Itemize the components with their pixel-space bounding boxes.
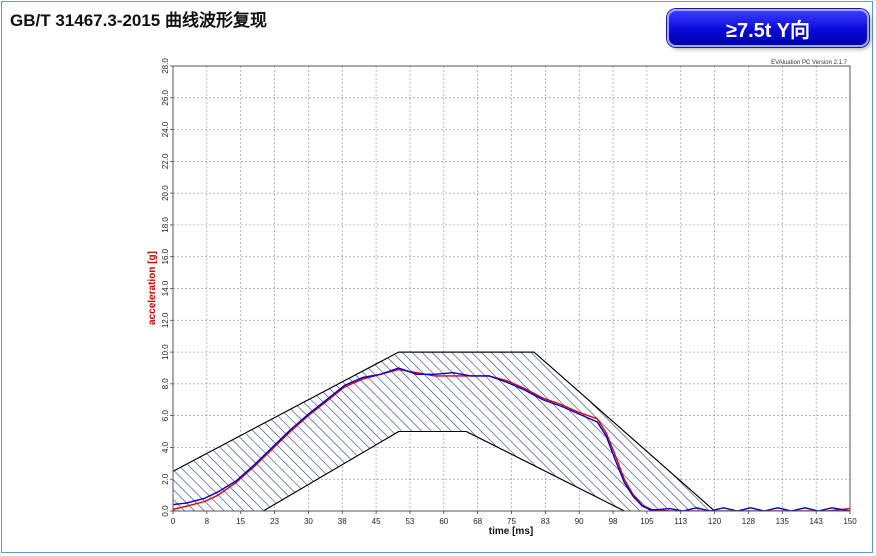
x-tick-label: 113 [674, 517, 687, 526]
x-tick-label: 75 [507, 517, 516, 526]
x-tick-label: 38 [338, 517, 347, 526]
y-tick-label: 6.0 [161, 410, 170, 422]
x-tick-label: 0 [171, 517, 176, 526]
x-tick-label: 53 [405, 517, 414, 526]
x-tick-label: 90 [575, 517, 584, 526]
page-title: GB/T 31467.3-2015 曲线波形复现 [10, 11, 267, 30]
x-tick-label: 83 [541, 517, 550, 526]
y-tick-label: 18.0 [161, 217, 170, 233]
x-tick-label: 143 [809, 517, 823, 526]
y-tick-label: 0.0 [161, 505, 170, 517]
series-line-2 [173, 367, 850, 511]
x-tick-label: 128 [742, 517, 756, 526]
y-tick-label: 28.0 [161, 58, 170, 74]
x-tick-label: 23 [270, 517, 279, 526]
x-tick-label: 15 [236, 517, 245, 526]
y-axis-label: acceleration [g] [147, 251, 158, 325]
y-tick-label: 12.0 [161, 312, 170, 328]
y-tick-label: 14.0 [161, 280, 170, 296]
y-tick-label: 22.0 [161, 153, 170, 169]
direction-badge[interactable]: ≥7.5t Y向 [667, 9, 869, 47]
y-tick-label: 4.0 [161, 441, 170, 453]
y-tick-label: 26.0 [161, 89, 170, 105]
corridor-lower-bound [263, 431, 625, 511]
y-tick-label: 24.0 [161, 121, 170, 137]
x-tick-label: 120 [708, 517, 722, 526]
x-tick-label: 60 [439, 517, 448, 526]
y-tick-label: 2.0 [161, 473, 170, 485]
x-tick-label: 150 [843, 517, 857, 526]
x-axis-label: time [ms] [489, 526, 533, 537]
corridor-upper-bound [173, 351, 715, 511]
x-tick-label: 135 [776, 517, 790, 526]
y-tick-label: 16.0 [161, 248, 170, 264]
series-line-1 [173, 368, 850, 511]
x-tick-label: 45 [372, 517, 381, 526]
x-tick-label: 105 [640, 517, 654, 526]
x-tick-label: 8 [205, 517, 210, 526]
watermark: EVAluation PC Version 2.1.7 [771, 60, 848, 66]
y-tick-label: 8.0 [161, 378, 170, 390]
x-tick-label: 68 [473, 517, 482, 526]
x-tick-label: 98 [609, 517, 618, 526]
y-tick-label: 20.0 [161, 185, 170, 201]
x-tick-label: 30 [304, 517, 313, 526]
y-tick-label: 10.0 [161, 344, 170, 360]
